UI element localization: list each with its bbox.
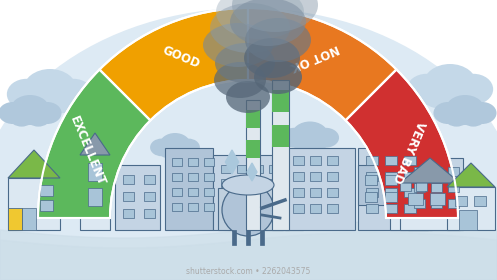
Circle shape [222, 184, 274, 236]
Text: shutterstock.com • 2262043575: shutterstock.com • 2262043575 [186, 267, 311, 276]
Ellipse shape [7, 79, 46, 109]
Wedge shape [248, 8, 397, 120]
Ellipse shape [291, 134, 314, 150]
Bar [408, 193, 423, 205]
Bar [22, 208, 36, 230]
Ellipse shape [230, 0, 306, 46]
Ellipse shape [150, 139, 173, 156]
Bar [272, 125, 289, 147]
Ellipse shape [245, 18, 311, 62]
Ellipse shape [454, 74, 493, 105]
Bar [310, 188, 321, 197]
Bar [310, 156, 321, 165]
Bar [272, 80, 289, 230]
Bar [172, 203, 182, 211]
Bar [404, 204, 416, 213]
Bar [40, 185, 53, 196]
Bar [269, 165, 279, 173]
Bar [8, 208, 22, 230]
Ellipse shape [468, 102, 497, 124]
Ellipse shape [232, 0, 318, 32]
Bar [246, 110, 260, 128]
Ellipse shape [10, 95, 50, 125]
Bar [448, 167, 459, 176]
Ellipse shape [216, 0, 304, 39]
Polygon shape [247, 163, 257, 181]
Bar [327, 188, 338, 197]
Bar [448, 199, 459, 208]
Ellipse shape [281, 128, 308, 148]
Polygon shape [226, 150, 239, 174]
Bar [366, 204, 378, 213]
Bar [385, 172, 397, 181]
Bar [88, 163, 102, 181]
Bar [123, 209, 134, 218]
Ellipse shape [159, 144, 178, 158]
Bar [414, 183, 425, 192]
Bar [455, 196, 467, 206]
Bar [404, 172, 416, 181]
Ellipse shape [54, 79, 93, 109]
Bar [447, 187, 495, 230]
Ellipse shape [433, 102, 462, 124]
Bar [221, 193, 231, 201]
Bar [172, 188, 182, 196]
Bar [385, 175, 397, 185]
Bar [221, 179, 231, 187]
Bar [188, 158, 198, 166]
Bar [144, 192, 155, 201]
Ellipse shape [407, 74, 446, 105]
Ellipse shape [422, 83, 455, 108]
Ellipse shape [172, 144, 191, 158]
Wedge shape [38, 69, 151, 218]
Ellipse shape [210, 3, 290, 53]
Bar [188, 173, 198, 181]
Bar [144, 209, 155, 218]
Bar [246, 140, 260, 158]
Ellipse shape [226, 81, 270, 113]
Bar [365, 192, 377, 202]
Bar [414, 167, 425, 176]
Bar [310, 204, 321, 213]
Ellipse shape [313, 128, 339, 148]
Bar [385, 156, 397, 165]
Bar [269, 179, 279, 187]
Bar [253, 179, 263, 187]
Bar [459, 210, 477, 230]
Text: NOT OK: NOT OK [288, 41, 341, 73]
Bar [172, 173, 182, 181]
Ellipse shape [444, 109, 469, 127]
Bar [204, 173, 214, 181]
Bar [385, 204, 397, 213]
Bar [272, 90, 289, 112]
Bar [474, 196, 486, 206]
Bar [253, 193, 263, 201]
Bar [408, 158, 463, 230]
Text: GOOD: GOOD [161, 44, 202, 71]
Ellipse shape [45, 88, 78, 113]
Bar [400, 182, 411, 191]
Bar [327, 172, 338, 181]
Bar [237, 193, 247, 201]
Bar [385, 192, 397, 202]
Wedge shape [99, 8, 248, 120]
Ellipse shape [0, 8, 497, 280]
Bar [221, 165, 231, 173]
Bar [246, 100, 260, 230]
Bar [414, 199, 425, 208]
Bar [165, 148, 213, 230]
Ellipse shape [445, 95, 485, 125]
Bar [188, 203, 198, 211]
Ellipse shape [23, 69, 77, 111]
Polygon shape [8, 150, 60, 178]
Polygon shape [64, 175, 76, 195]
Bar [123, 192, 134, 201]
Ellipse shape [222, 175, 274, 195]
Bar [115, 165, 160, 230]
Bar [431, 183, 442, 192]
Text: EXCELLENT: EXCELLENT [67, 115, 107, 188]
Ellipse shape [160, 133, 191, 157]
Polygon shape [400, 158, 460, 183]
Bar [416, 182, 427, 191]
